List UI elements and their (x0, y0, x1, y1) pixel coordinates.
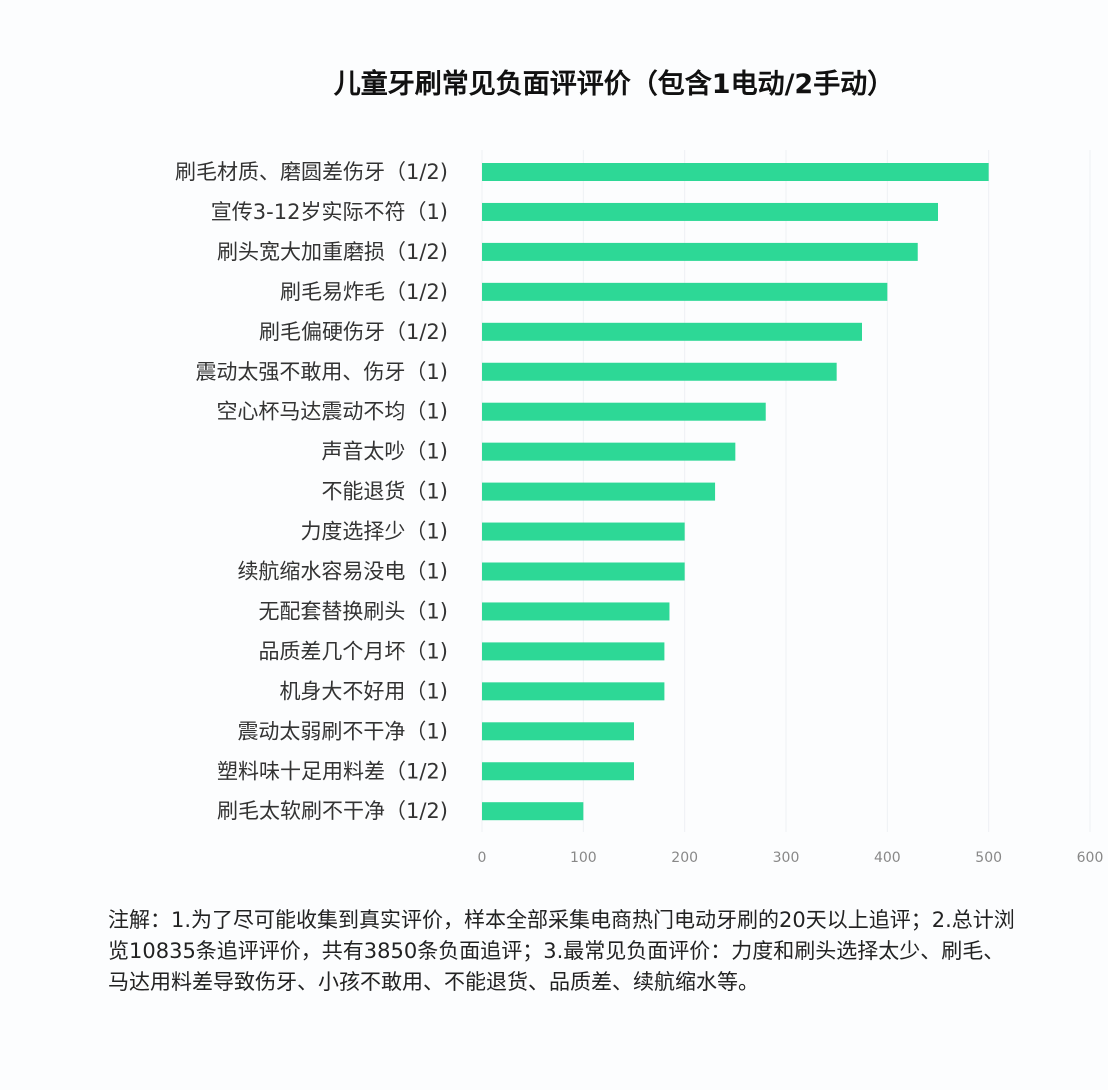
bar (482, 802, 584, 821)
bar (482, 482, 716, 501)
category-label: 品质差几个月坏（1) (258, 639, 448, 663)
category-label: 刷毛太软刷不干净（1/2) (217, 799, 448, 823)
bar (482, 762, 634, 781)
bar (482, 322, 862, 341)
x-tick-label: 400 (874, 850, 901, 866)
category-label: 无配套替换刷头（1) (258, 599, 448, 623)
bar-chart: 0 100 200 300 400 500 600 刷毛材质、磨圆差伤牙（1/2) 宣传3-12… (175, 150, 1104, 866)
category-label: 宣传3-12岁实际不符（1) (211, 200, 448, 224)
category-label: 空心杯马达震动不均（1) (216, 400, 448, 424)
bar (482, 442, 736, 461)
category-label: 不能退货（1) (321, 480, 448, 504)
x-tick-label: 100 (570, 850, 597, 866)
x-tick-label: 0 (478, 850, 487, 866)
category-label: 声音太吵（1) (321, 440, 448, 464)
bar (482, 362, 837, 381)
category-label: 续航缩水容易没电（1) (237, 560, 448, 584)
category-label: 刷毛易炸毛（1/2) (280, 280, 448, 304)
category-label: 震动太强不敢用、伤牙（1) (195, 360, 448, 384)
category-label: 塑料味十足用料差（1/2) (217, 759, 448, 783)
x-tick-label: 300 (773, 850, 800, 866)
chart-title: 儿童牙刷常见负面评评价（包含1电动/2手动） (333, 69, 895, 100)
bar (482, 163, 989, 181)
bar (482, 242, 918, 261)
category-label: 刷头宽大加重磨损（1/2) (217, 240, 448, 264)
bar (482, 722, 634, 741)
category-label: 力度选择少（1) (300, 520, 448, 544)
bar (482, 682, 665, 701)
bar (482, 202, 938, 221)
bar (482, 602, 670, 621)
bar (482, 642, 665, 661)
bar (482, 402, 766, 421)
category-label: 机身大不好用（1) (279, 679, 448, 703)
chart-note: 注解：1.为了尽可能收集到真实评价，样本全部采集电商热门电动牙刷的20天以上追评… (108, 908, 1015, 994)
bar (482, 562, 685, 581)
category-label: 震动太弱刷不干净（1) (237, 719, 448, 743)
x-tick-label: 500 (975, 850, 1002, 866)
category-label: 刷毛偏硬伤牙（1/2) (259, 320, 448, 344)
x-tick-label: 600 (1077, 850, 1104, 866)
x-tick-label: 200 (671, 850, 698, 866)
bar (482, 522, 685, 541)
bar (482, 282, 888, 301)
category-label: 刷毛材质、磨圆差伤牙（1/2) (175, 160, 448, 184)
